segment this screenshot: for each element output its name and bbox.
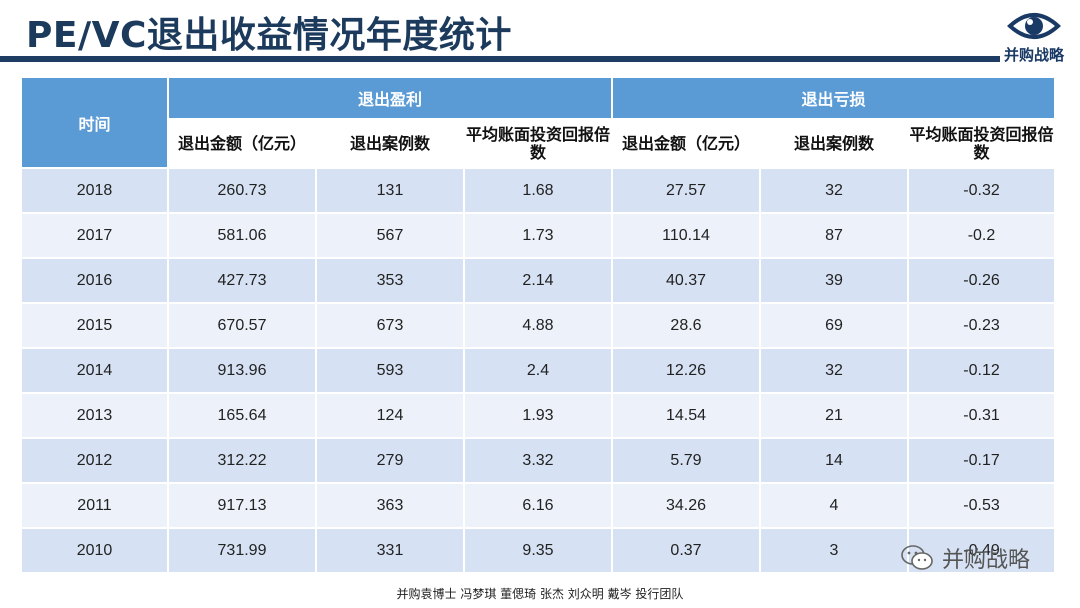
page-title: PE/VC退出收益情况年度统计 <box>26 15 512 56</box>
cell-profit-cases: 363 <box>317 484 463 527</box>
cell-loss-cases: 32 <box>761 349 907 392</box>
cell-loss-cases: 4 <box>761 484 907 527</box>
cell-loss-cases: 32 <box>761 169 907 212</box>
cell-profit-cases: 124 <box>317 394 463 437</box>
loss-amount-header: 退出金额（亿元） <box>613 120 759 167</box>
exit-returns-table: 时间 退出盈利 退出亏损 退出金额（亿元） 退出案例数 平均账面投资回报倍数 退… <box>20 76 1056 574</box>
cell-profit-multiple: 1.93 <box>465 394 611 437</box>
loss-group-header: 退出亏损 <box>613 78 1054 118</box>
profit-multiple-header: 平均账面投资回报倍数 <box>465 120 611 167</box>
cell-year: 2014 <box>22 349 167 392</box>
cell-year: 2011 <box>22 484 167 527</box>
cell-loss-cases: 69 <box>761 304 907 347</box>
cell-loss-cases: 3 <box>761 529 907 572</box>
table-row: 2012 312.22 279 3.32 5.79 14 -0.17 <box>22 439 1054 482</box>
cell-profit-amount: 427.73 <box>169 259 315 302</box>
cell-loss-cases: 87 <box>761 214 907 257</box>
cell-profit-cases: 279 <box>317 439 463 482</box>
cell-loss-cases: 39 <box>761 259 907 302</box>
cell-loss-amount: 110.14 <box>613 214 759 257</box>
cell-loss-cases: 21 <box>761 394 907 437</box>
cell-loss-amount: 28.6 <box>613 304 759 347</box>
cell-profit-amount: 913.96 <box>169 349 315 392</box>
profit-cases-header: 退出案例数 <box>317 120 463 167</box>
cell-profit-cases: 593 <box>317 349 463 392</box>
cell-year: 2012 <box>22 439 167 482</box>
cell-profit-cases: 131 <box>317 169 463 212</box>
cell-year: 2010 <box>22 529 167 572</box>
cell-loss-amount: 0.37 <box>613 529 759 572</box>
cell-profit-amount: 260.73 <box>169 169 315 212</box>
loss-cases-header: 退出案例数 <box>761 120 907 167</box>
cell-profit-amount: 670.57 <box>169 304 315 347</box>
footer-credits: 并购袁博士 冯梦琪 董偲琦 张杰 刘众明 戴岑 投行团队 <box>396 587 684 601</box>
table-row: 2018 260.73 131 1.68 27.57 32 -0.32 <box>22 169 1054 212</box>
cell-loss-amount: 27.57 <box>613 169 759 212</box>
title-underline <box>0 56 1000 62</box>
cell-loss-amount: 5.79 <box>613 439 759 482</box>
watermark-text: 并购战略 <box>942 548 1031 573</box>
cell-loss-multiple: -0.23 <box>909 304 1054 347</box>
cell-profit-amount: 731.99 <box>169 529 315 572</box>
cell-profit-multiple: 2.14 <box>465 259 611 302</box>
table-row: 2016 427.73 353 2.14 40.37 39 -0.26 <box>22 259 1054 302</box>
cell-profit-multiple: 2.4 <box>465 349 611 392</box>
cell-loss-amount: 40.37 <box>613 259 759 302</box>
watermark: 并购战略 <box>900 540 1030 576</box>
cell-loss-cases: 14 <box>761 439 907 482</box>
cell-year: 2016 <box>22 259 167 302</box>
cell-year: 2013 <box>22 394 167 437</box>
profit-amount-header: 退出金额（亿元） <box>169 120 315 167</box>
profit-group-header: 退出盈利 <box>169 78 611 118</box>
cell-profit-amount: 917.13 <box>169 484 315 527</box>
cell-profit-multiple: 1.68 <box>465 169 611 212</box>
table-row: 2013 165.64 124 1.93 14.54 21 -0.31 <box>22 394 1054 437</box>
table-row: 2010 731.99 331 9.35 0.37 3 -0.49 <box>22 529 1054 572</box>
cell-loss-multiple: -0.17 <box>909 439 1054 482</box>
wechat-icon <box>901 545 933 570</box>
cell-profit-multiple: 1.73 <box>465 214 611 257</box>
loss-multiple-header: 平均账面投资回报倍数 <box>909 120 1054 167</box>
cell-profit-amount: 312.22 <box>169 439 315 482</box>
cell-year: 2015 <box>22 304 167 347</box>
cell-loss-multiple: -0.26 <box>909 259 1054 302</box>
cell-profit-multiple: 9.35 <box>465 529 611 572</box>
cell-profit-multiple: 6.16 <box>465 484 611 527</box>
time-header: 时间 <box>22 78 167 167</box>
cell-profit-multiple: 3.32 <box>465 439 611 482</box>
cell-loss-multiple: -0.53 <box>909 484 1054 527</box>
cell-profit-amount: 581.06 <box>169 214 315 257</box>
cell-profit-cases: 673 <box>317 304 463 347</box>
cell-profit-cases: 353 <box>317 259 463 302</box>
cell-profit-amount: 165.64 <box>169 394 315 437</box>
cell-loss-amount: 14.54 <box>613 394 759 437</box>
table-row: 2015 670.57 673 4.88 28.6 69 -0.23 <box>22 304 1054 347</box>
cell-profit-cases: 567 <box>317 214 463 257</box>
cell-year: 2017 <box>22 214 167 257</box>
cell-loss-amount: 12.26 <box>613 349 759 392</box>
table-body: 2018 260.73 131 1.68 27.57 32 -0.32 2017 581.06 5… <box>22 169 1054 572</box>
cell-loss-multiple: -0.31 <box>909 394 1054 437</box>
table-row: 2014 913.96 593 2.4 12.26 32 -0.12 <box>22 349 1054 392</box>
table-row: 2017 581.06 567 1.73 110.14 87 -0.2 <box>22 214 1054 257</box>
cell-loss-multiple: -0.32 <box>909 169 1054 212</box>
cell-loss-multiple: -0.2 <box>909 214 1054 257</box>
logo-text: 并购战略 <box>1003 46 1064 64</box>
brand-logo: 并购战略 <box>994 6 1074 72</box>
cell-loss-multiple: -0.12 <box>909 349 1054 392</box>
cell-loss-amount: 34.26 <box>613 484 759 527</box>
eye-icon <box>1007 13 1061 39</box>
cell-year: 2018 <box>22 169 167 212</box>
cell-profit-multiple: 4.88 <box>465 304 611 347</box>
table-row: 2011 917.13 363 6.16 34.26 4 -0.53 <box>22 484 1054 527</box>
cell-loss-multiple: -0.49 <box>909 529 1054 572</box>
cell-profit-cases: 331 <box>317 529 463 572</box>
